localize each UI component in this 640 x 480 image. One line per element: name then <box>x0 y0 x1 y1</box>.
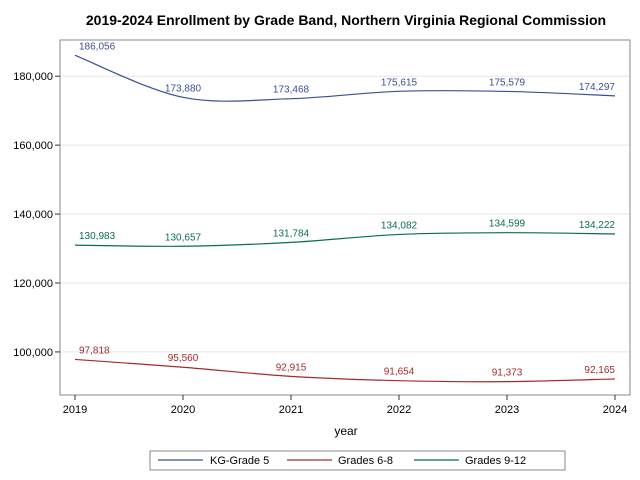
x-tick-label: 2024 <box>603 404 627 416</box>
data-label: 186,056 <box>79 41 116 52</box>
data-label: 134,082 <box>381 220 418 231</box>
data-label: 134,222 <box>579 220 616 231</box>
x-tick-label: 2023 <box>495 404 519 416</box>
data-label: 95,560 <box>168 353 199 364</box>
y-axis: 100,000 120,000 140,000 160,000 180,000 <box>13 71 60 359</box>
legend-label: Grades 6-8 <box>338 455 393 467</box>
data-label: 175,615 <box>381 77 418 88</box>
data-label: 173,880 <box>165 83 202 94</box>
series-lines <box>74 54 616 383</box>
data-label: 92,165 <box>584 365 615 376</box>
gridlines <box>60 75 630 353</box>
data-label: 131,784 <box>273 228 310 239</box>
x-axis-title: year <box>334 424 357 438</box>
data-label: 173,468 <box>273 85 310 96</box>
chart-title: 2019-2024 Enrollment by Grade Band, Nort… <box>86 12 606 28</box>
series-line <box>74 358 616 383</box>
data-label: 134,599 <box>489 219 526 230</box>
y-tick-label: 160,000 <box>13 140 53 152</box>
x-tick-label: 2021 <box>279 404 303 416</box>
x-axis: 2019 2020 2021 2022 2023 2024 <box>63 395 627 416</box>
data-label: 92,915 <box>276 362 307 373</box>
y-tick-label: 120,000 <box>13 278 53 290</box>
legend-label: Grades 9-12 <box>465 455 526 467</box>
data-label: 175,579 <box>489 77 526 88</box>
x-tick-label: 2020 <box>171 404 195 416</box>
y-tick-label: 100,000 <box>13 347 53 359</box>
x-tick-label: 2019 <box>63 404 87 416</box>
series-line <box>74 232 616 247</box>
data-label: 91,373 <box>492 368 523 379</box>
legend-label: KG-Grade 5 <box>210 455 269 467</box>
plot-area-frame <box>59 39 631 396</box>
y-tick-label: 180,000 <box>13 71 53 83</box>
x-tick-label: 2022 <box>387 404 411 416</box>
y-tick-label: 140,000 <box>13 209 53 221</box>
data-label: 130,983 <box>79 231 116 242</box>
data-labels: 186,056 173,880 173,468 175,615 175,579 174,2… <box>79 41 615 378</box>
legend: KG-Grade 5 Grades 6-8 Grades 9-12 <box>149 450 566 471</box>
legend-frame <box>149 450 566 471</box>
data-label: 97,818 <box>79 345 110 356</box>
series-line <box>74 54 616 102</box>
data-label: 174,297 <box>579 82 616 93</box>
data-label: 130,657 <box>165 232 202 243</box>
data-label: 91,654 <box>384 367 415 378</box>
